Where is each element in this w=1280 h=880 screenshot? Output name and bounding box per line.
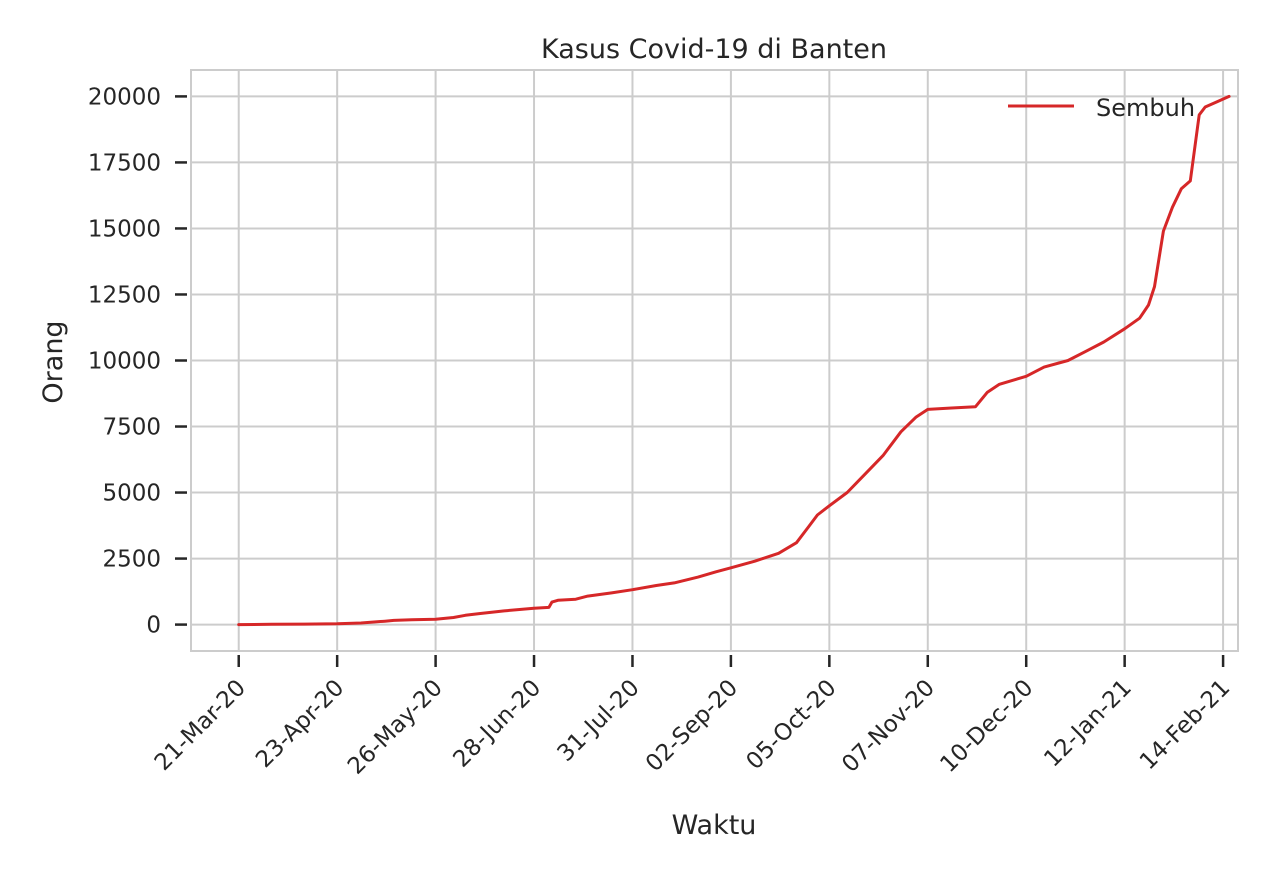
x-tick-label: 14-Feb-21 [1135,675,1235,775]
x-axis-title: Waktu [672,810,757,841]
y-tick-label: 5000 [102,481,161,507]
legend-label-sembuh: Sembuh [1096,94,1195,122]
x-tick-label: 02-Sep-20 [641,675,743,777]
y-tick-label: 2500 [102,547,161,573]
x-tick-label: 07-Nov-20 [837,675,940,778]
plot-frame [190,69,1239,652]
x-tick-label: 26-May-20 [343,675,448,780]
series-line-sembuh [237,94,1231,627]
x-tick-label: 10-Dec-20 [935,675,1038,778]
y-tick-label: 7500 [102,415,161,441]
x-tick-label: 28-Jun-20 [448,675,546,773]
y-axis-ticks: 0 2500 5000 7500 10000 12500 15000 17500 20000 [88,84,187,639]
x-tick-label: 23-Apr-20 [251,675,349,773]
x-tick-label: 21-Mar-20 [150,675,251,776]
y-tick-label: 20000 [88,84,161,110]
y-tick-label: 15000 [88,216,161,242]
chart-title: Kasus Covid-19 di Banten [541,34,887,65]
x-tick-label: 05-Oct-20 [741,675,841,775]
grid [191,70,1238,651]
y-tick-label: 12500 [88,282,161,308]
x-tick-label: 12-Jan-21 [1039,675,1136,772]
y-tick-label: 0 [146,613,161,639]
legend: Sembuh [1008,94,1195,122]
x-tick-label: 31-Jul-20 [553,675,645,767]
y-tick-label: 10000 [88,349,161,375]
y-axis-title: Orang [38,320,69,403]
series-layer [237,94,1231,627]
y-tick-label: 17500 [88,150,161,176]
